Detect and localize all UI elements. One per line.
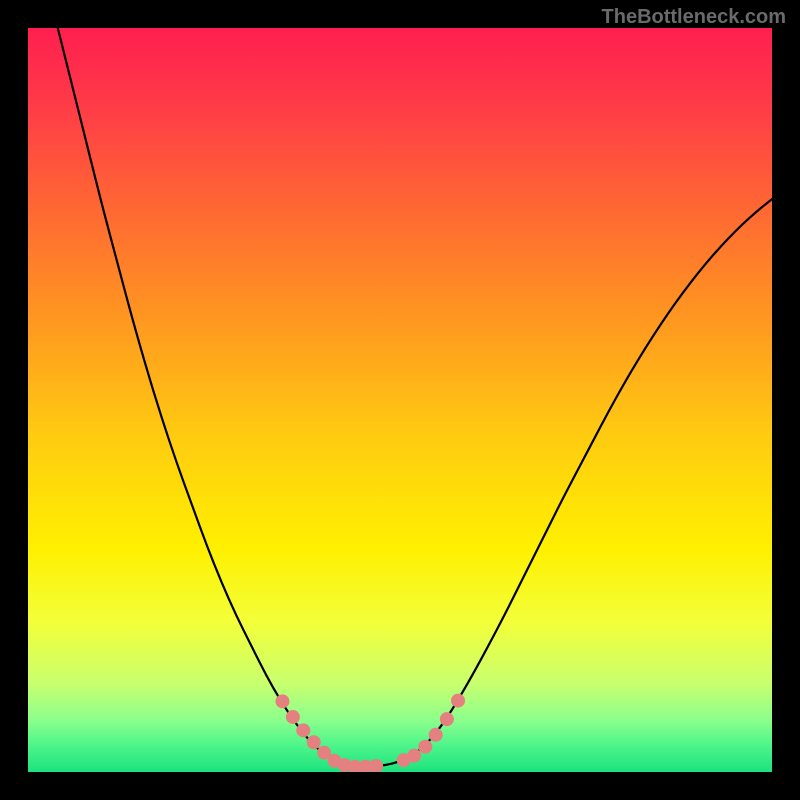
marker-dot (275, 694, 289, 708)
watermark-text: TheBottleneck.com (602, 6, 786, 29)
gradient-background (28, 28, 772, 772)
marker-dot (440, 712, 454, 726)
marker-dot (286, 710, 300, 724)
marker-dot (429, 728, 443, 742)
marker-dot (307, 735, 321, 749)
chart-svg (28, 28, 772, 772)
marker-dot (451, 694, 465, 708)
chart-root: TheBottleneck.com (0, 0, 800, 800)
marker-dot (407, 749, 421, 763)
marker-dot (296, 723, 310, 737)
plot-frame (28, 28, 772, 772)
marker-dot (418, 740, 432, 754)
